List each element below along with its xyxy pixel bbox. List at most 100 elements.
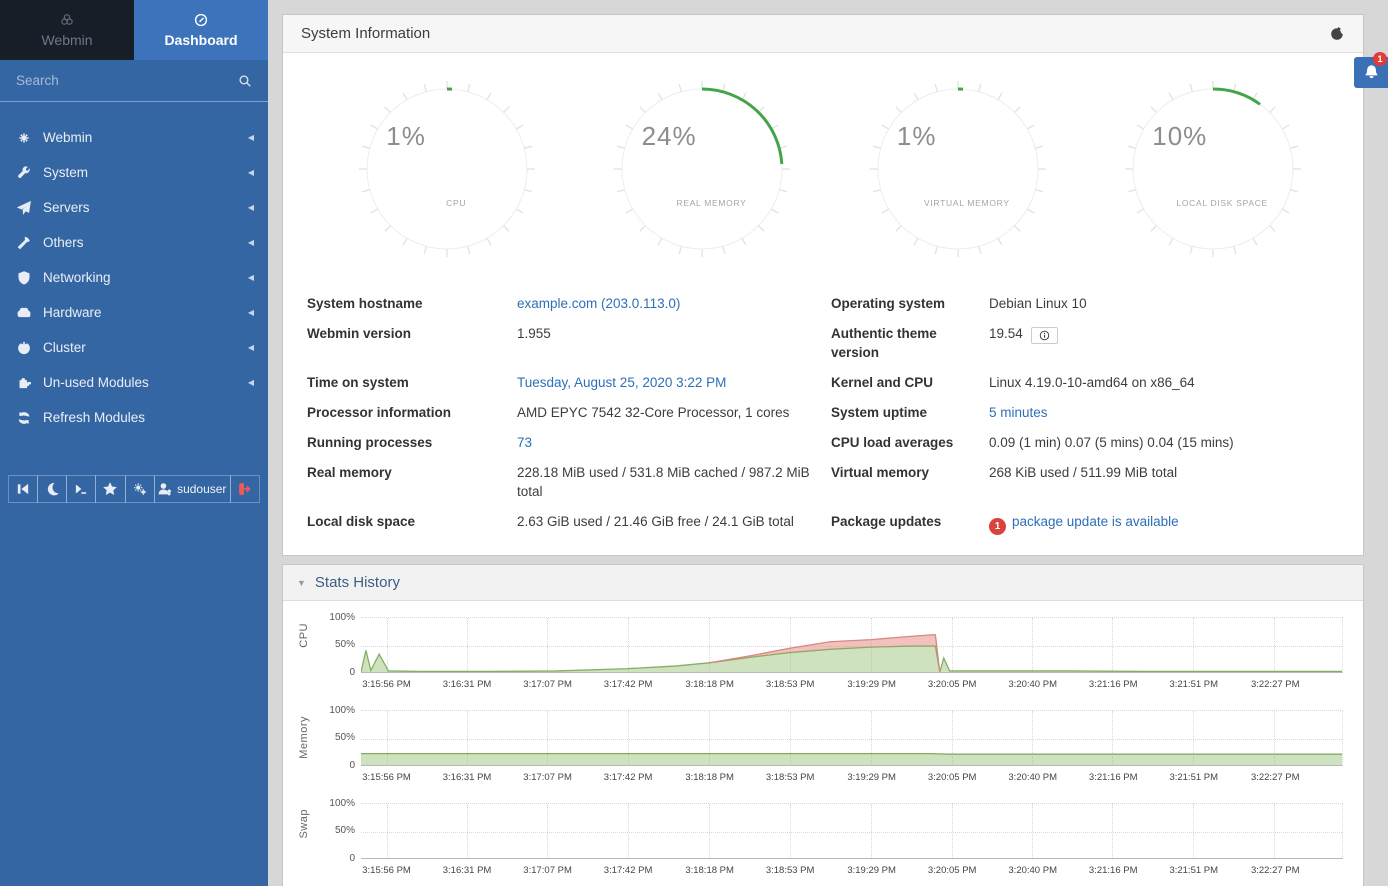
terminal-icon <box>74 482 88 496</box>
sidebar-item-servers[interactable]: Servers◀ <box>0 190 268 225</box>
system-information-panel: System Information 1%CPU24%REAL MEMORY1%… <box>282 14 1364 556</box>
gauge-virtual-memory: 1%VIRTUAL MEMORY <box>866 77 1050 269</box>
info-label: System uptime <box>831 394 989 424</box>
theme-settings-icon <box>133 482 147 496</box>
info-value: 19.54 <box>989 315 1343 364</box>
x-tick-label: 3:20:05 PM <box>928 772 977 783</box>
info-value: Debian Linux 10 <box>989 285 1343 315</box>
refresh-icon[interactable] <box>1329 26 1345 42</box>
x-tick-label: 3:18:53 PM <box>766 772 815 783</box>
collapse-sidebar-button[interactable] <box>8 475 38 503</box>
info-icon[interactable] <box>1031 327 1058 344</box>
sidebar-item-cluster[interactable]: Cluster◀ <box>0 330 268 365</box>
info-value-link[interactable]: 73 <box>517 435 532 450</box>
sidebar-search <box>0 60 268 102</box>
info-value-text: AMD EPYC 7542 32-Core Processor, 1 cores <box>517 405 789 420</box>
y-tick-label: 100% <box>329 705 355 716</box>
x-tick-label: 3:16:31 PM <box>443 865 492 876</box>
x-tick-label: 3:19:29 PM <box>847 865 896 876</box>
x-tick-label: 3:20:40 PM <box>1008 679 1057 690</box>
info-label: Virtual memory <box>831 454 989 503</box>
stats-history-header[interactable]: ▼ Stats History <box>283 565 1363 601</box>
info-label: Authentic theme version <box>831 315 989 364</box>
gauge-value: 10% <box>1152 121 1207 152</box>
theme-settings-button[interactable] <box>125 475 155 503</box>
favorites-button[interactable] <box>95 475 125 503</box>
stats-charts: CPU100%50%03:15:56 PM3:16:31 PM3:17:07 P… <box>283 601 1363 886</box>
sidebar-item-webmin[interactable]: Webmin◀ <box>0 120 268 155</box>
info-value: Tuesday, August 25, 2020 3:22 PM <box>517 364 831 394</box>
info-value-text: Linux 4.19.0-10-amd64 on x86_64 <box>989 375 1195 390</box>
chart-plot-area <box>361 710 1343 766</box>
sidebar-item-label: System <box>43 165 88 180</box>
sidebar-item-others[interactable]: Others◀ <box>0 225 268 260</box>
sidebar-item-label: Servers <box>43 200 90 215</box>
sidebar-item-refresh-modules[interactable]: Refresh Modules <box>0 400 268 435</box>
x-tick-label: 3:17:07 PM <box>523 865 572 876</box>
gauge-label: VIRTUAL MEMORY <box>875 198 1059 208</box>
y-tick-label: 0 <box>349 853 355 864</box>
info-label: Running processes <box>307 424 517 454</box>
user-icon <box>158 482 172 496</box>
gauge-cpu: 1%CPU <box>355 77 539 269</box>
y-tick-label: 0 <box>349 760 355 771</box>
paper-plane-icon <box>17 201 43 215</box>
notifications-button[interactable]: 1 <box>1354 57 1388 88</box>
username-label: sudouser <box>177 482 226 496</box>
sidebar-item-networking[interactable]: Networking◀ <box>0 260 268 295</box>
sidebar-item-label: Un-used Modules <box>43 375 149 390</box>
info-value: AMD EPYC 7542 32-Core Processor, 1 cores <box>517 394 831 424</box>
y-tick-label: 50% <box>335 639 355 650</box>
page-title: System Information <box>301 25 430 42</box>
night-mode-button[interactable] <box>37 475 67 503</box>
x-tick-label: 3:18:18 PM <box>685 772 734 783</box>
x-tick-label: 3:20:05 PM <box>928 865 977 876</box>
chart-axis-title: Memory <box>298 716 310 759</box>
gauges-row: 1%CPU24%REAL MEMORY1%VIRTUAL MEMORY10%LO… <box>283 53 1363 273</box>
x-tick-label: 3:20:40 PM <box>1008 772 1057 783</box>
sidebar-tabs: Webmin Dashboard <box>0 0 268 60</box>
x-tick-label: 3:21:16 PM <box>1089 679 1138 690</box>
sidebar-item-un-used-modules[interactable]: Un-used Modules◀ <box>0 365 268 400</box>
user-button[interactable]: sudouser <box>154 475 231 503</box>
x-tick-label: 3:17:42 PM <box>604 772 653 783</box>
x-tick-label: 3:19:29 PM <box>847 772 896 783</box>
x-tick-label: 3:18:53 PM <box>766 865 815 876</box>
info-value-link[interactable]: package update is available <box>1012 514 1179 529</box>
chart-cpu: CPU100%50%03:15:56 PM3:16:31 PM3:17:07 P… <box>289 617 1343 693</box>
chart-plot-area <box>361 803 1343 859</box>
logout-button[interactable] <box>230 475 260 503</box>
info-value: 2.63 GiB used / 21.46 GiB free / 24.1 Gi… <box>517 503 831 537</box>
chart-memory: Memory100%50%03:15:56 PM3:16:31 PM3:17:0… <box>289 710 1343 786</box>
chevron-down-icon: ▼ <box>297 578 306 588</box>
caret-left-icon: ◀ <box>248 308 254 317</box>
sidebar-item-label: Networking <box>43 270 111 285</box>
caret-left-icon: ◀ <box>248 168 254 177</box>
sidebar-item-label: Cluster <box>43 340 86 355</box>
search-input[interactable] <box>16 73 238 88</box>
info-label: Webmin version <box>307 315 517 364</box>
info-value: 1.955 <box>517 315 831 364</box>
sidebar-item-hardware[interactable]: Hardware◀ <box>0 295 268 330</box>
y-tick-label: 100% <box>329 612 355 623</box>
favorites-icon <box>103 482 117 496</box>
x-tick-label: 3:19:29 PM <box>847 679 896 690</box>
tab-dashboard[interactable]: Dashboard <box>134 0 268 60</box>
dashboard-gauge-icon <box>194 13 208 27</box>
info-value-text: 19.54 <box>989 326 1023 341</box>
info-value-link[interactable]: example.com (203.0.113.0) <box>517 296 680 311</box>
info-value-link[interactable]: Tuesday, August 25, 2020 3:22 PM <box>517 375 726 390</box>
sidebar-item-system[interactable]: System ◀ <box>0 155 268 190</box>
x-tick-label: 3:18:18 PM <box>685 865 734 876</box>
info-value-link[interactable]: 5 minutes <box>989 405 1048 420</box>
gear-icon <box>17 131 43 145</box>
x-tick-label: 3:22:27 PM <box>1251 865 1300 876</box>
chart-axis-title: CPU <box>298 623 310 648</box>
tab-webmin[interactable]: Webmin <box>0 0 134 60</box>
updates-count-badge: 1 <box>989 518 1006 535</box>
info-value-text: 1.955 <box>517 326 551 341</box>
y-tick-label: 50% <box>335 825 355 836</box>
main-content: System Information 1%CPU24%REAL MEMORY1%… <box>268 0 1388 886</box>
terminal-button[interactable] <box>66 475 96 503</box>
sidebar: Webmin Dashboard Webmin◀System◀Servers◀O… <box>0 0 268 886</box>
